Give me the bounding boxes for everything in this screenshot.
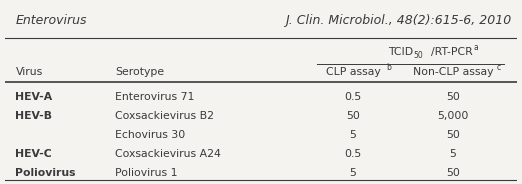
Text: J. Clin. Microbiol., 48(2):615-6, 2010: J. Clin. Microbiol., 48(2):615-6, 2010: [286, 15, 512, 27]
Text: 50: 50: [346, 111, 360, 121]
Text: 0.5: 0.5: [345, 149, 362, 159]
Text: Poliovirus 1: Poliovirus 1: [115, 168, 177, 178]
Text: 5: 5: [449, 149, 456, 159]
Text: 50: 50: [446, 168, 460, 178]
Text: Enterovirus: Enterovirus: [16, 15, 87, 27]
Text: 5: 5: [350, 168, 357, 178]
Text: 50: 50: [446, 130, 460, 140]
Text: a: a: [473, 43, 478, 52]
Text: HEV-B: HEV-B: [16, 111, 52, 121]
Text: 0.5: 0.5: [345, 92, 362, 102]
Text: b: b: [386, 63, 391, 72]
Text: Echovirus 30: Echovirus 30: [115, 130, 185, 140]
Text: TCID: TCID: [388, 47, 413, 57]
Text: 5: 5: [350, 130, 357, 140]
Text: Coxsackievirus B2: Coxsackievirus B2: [115, 111, 214, 121]
Text: Coxsackievirus A24: Coxsackievirus A24: [115, 149, 221, 159]
Text: Virus: Virus: [16, 67, 43, 77]
Text: Serotype: Serotype: [115, 67, 164, 77]
Text: Enterovirus 71: Enterovirus 71: [115, 92, 195, 102]
Text: 5,000: 5,000: [437, 111, 469, 121]
Text: c: c: [496, 63, 501, 72]
Text: 50: 50: [446, 92, 460, 102]
Text: /RT-PCR: /RT-PCR: [431, 47, 473, 57]
Text: HEV-A: HEV-A: [16, 92, 53, 102]
Text: HEV-C: HEV-C: [16, 149, 52, 159]
Text: CLP assay: CLP assay: [326, 67, 381, 77]
Text: 50: 50: [413, 51, 423, 60]
Text: Non-CLP assay: Non-CLP assay: [412, 67, 493, 77]
Text: Poliovirus: Poliovirus: [16, 168, 76, 178]
